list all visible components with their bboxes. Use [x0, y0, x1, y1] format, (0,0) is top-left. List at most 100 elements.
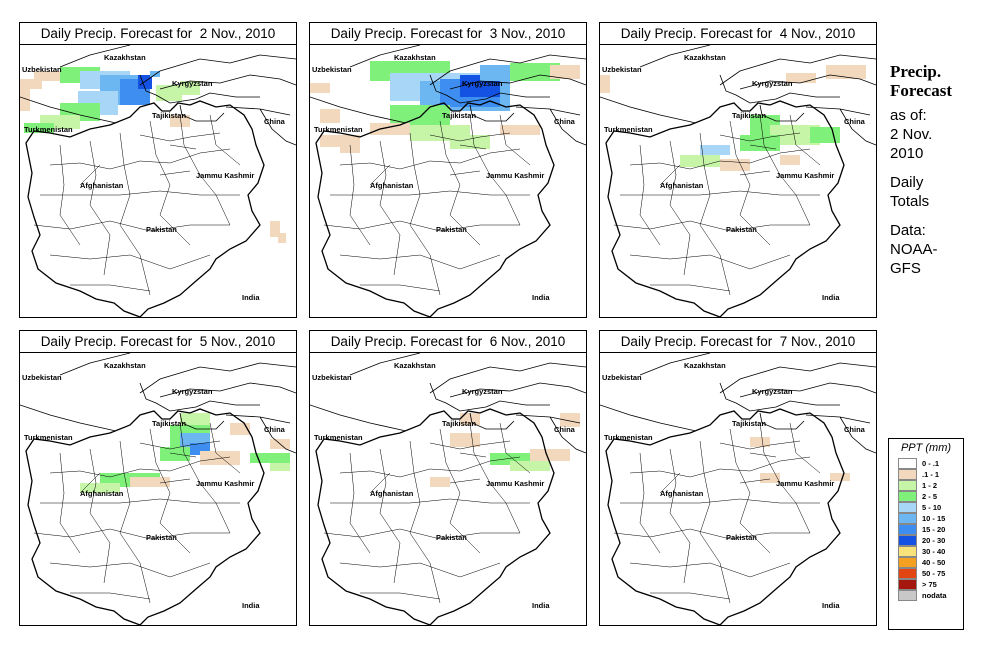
map-label-jammu_kashmir: Jammu Kashmir — [776, 171, 834, 180]
precip-layer — [430, 413, 580, 487]
northern-borders — [600, 45, 876, 146]
legend-swatch — [898, 458, 917, 469]
legend-swatch — [898, 546, 917, 557]
map-label-afghanistan: Afghanistan — [80, 181, 124, 190]
map-label-afghanistan: Afghanistan — [370, 489, 414, 498]
legend-label: 10 - 15 — [922, 514, 946, 523]
map-panel-nov7: Daily Precip. Forecast for 7 Nov., 2010 … — [599, 330, 877, 626]
map-label-china: China — [554, 117, 576, 126]
legend-label: 2 - 5 — [922, 492, 938, 501]
map-label-india: India — [532, 293, 550, 302]
map-label-uzbekistan: Uzbekistan — [22, 65, 62, 74]
map-label-afghanistan: Afghanistan — [80, 489, 124, 498]
map-label-kazakhstan: Kazakhstan — [394, 53, 436, 62]
map-label-kazakhstan: Kazakhstan — [684, 361, 726, 370]
precip-cell — [250, 453, 290, 463]
precip-cell — [680, 155, 720, 167]
legend-swatch — [898, 524, 917, 535]
ppt-legend: PPT (mm) 0 - .1 .1 - 1 1 - 2 2 - 5 5 - 10 10 … — [888, 438, 964, 630]
panel-title: Daily Precip. Forecast for 4 Nov., 2010 — [600, 23, 876, 45]
legend-label: 5 - 10 — [922, 503, 942, 512]
precip-cell — [786, 73, 816, 83]
precip-cell — [180, 413, 210, 427]
legend-label: 15 - 20 — [922, 525, 946, 534]
precip-cell — [320, 109, 340, 123]
precip-cell — [138, 75, 152, 89]
legend-label: > 75 — [922, 580, 937, 589]
map-label-china: China — [844, 425, 866, 434]
northern-borders — [600, 353, 876, 454]
precip-map: Kazakhstan Uzbekistan Kyrgyzstan Tajikistan… — [600, 353, 876, 625]
precip-cell — [600, 75, 610, 93]
legend-label: 40 - 50 — [922, 558, 946, 567]
map-label-pakistan: Pakistan — [146, 533, 177, 542]
sidebar-title-line2: Forecast — [890, 81, 952, 100]
precip-cell — [170, 115, 190, 127]
northern-borders — [20, 45, 296, 146]
map-label-kazakhstan: Kazakhstan — [104, 53, 146, 62]
province-borders — [613, 422, 821, 604]
precip-cell — [278, 233, 286, 243]
country-border — [25, 100, 265, 317]
northern-borders — [310, 353, 586, 454]
precip-cell — [390, 105, 450, 125]
panel-title: Daily Precip. Forecast for 3 Nov., 2010 — [310, 23, 586, 45]
precip-cell — [750, 437, 770, 447]
province-borders — [33, 114, 241, 296]
precip-map: Kazakhstan Uzbekistan Kyrgyzstan Tajikistan… — [600, 45, 876, 317]
precip-layer — [600, 65, 866, 171]
map-label-kazakhstan: Kazakhstan — [684, 53, 726, 62]
map-label-tajikistan: Tajikistan — [442, 419, 476, 428]
legend-label: 0 - .1 — [922, 459, 940, 468]
legend-swatch — [898, 513, 917, 524]
precip-map: Kazakhstan Uzbekistan Kyrgyzstan Tajikistan… — [310, 353, 586, 625]
map-label-turkmenistan: Turkmenistan — [604, 125, 653, 134]
precip-cell — [700, 145, 730, 155]
precip-cell — [24, 123, 54, 133]
map-label-china: China — [844, 117, 866, 126]
precip-cell — [270, 463, 290, 471]
map-label-jammu_kashmir: Jammu Kashmir — [196, 171, 254, 180]
country-border — [605, 408, 845, 625]
precip-cell — [450, 135, 490, 149]
legend-swatch — [898, 535, 917, 546]
legend-item: 20 - 30 — [898, 535, 963, 546]
map-label-turkmenistan: Turkmenistan — [314, 433, 363, 442]
precip-cell — [510, 461, 550, 471]
precip-cell — [180, 81, 200, 95]
legend-item: 10 - 15 — [898, 513, 963, 524]
panel-title: Daily Precip. Forecast for 7 Nov., 2010 — [600, 331, 876, 353]
source-line3: GFS — [890, 260, 921, 277]
sidebar-title-line1: Precip. — [890, 62, 942, 81]
map-label-tajikistan: Tajikistan — [152, 419, 186, 428]
legend-swatch — [898, 557, 917, 568]
map-label-china: China — [554, 425, 576, 434]
country-border — [315, 100, 555, 317]
precip-cell — [770, 125, 820, 145]
precip-cell — [720, 159, 750, 171]
legend-item: 15 - 20 — [898, 524, 963, 535]
map-label-turkmenistan: Turkmenistan — [24, 125, 73, 134]
precip-layer — [20, 67, 286, 243]
precip-layer — [310, 61, 580, 153]
map-label-jammu_kashmir: Jammu Kashmir — [196, 479, 254, 488]
map-label-turkmenistan: Turkmenistan — [604, 433, 653, 442]
map-label-pakistan: Pakistan — [436, 533, 467, 542]
province-borders — [33, 422, 241, 604]
map-label-kazakhstan: Kazakhstan — [104, 361, 146, 370]
legend-item: 40 - 50 — [898, 557, 963, 568]
map-label-kyrgyzstan: Kyrgyzstan — [172, 79, 213, 88]
map-label-kyrgyzstan: Kyrgyzstan — [462, 387, 503, 396]
precip-cell — [34, 71, 62, 81]
map-label-afghanistan: Afghanistan — [370, 181, 414, 190]
precip-cell — [450, 433, 480, 447]
legend-item: .1 - 1 — [898, 469, 963, 480]
totals-line2: Totals — [890, 193, 930, 210]
precip-cell — [510, 63, 560, 81]
map-label-jammu_kashmir: Jammu Kashmir — [776, 479, 834, 488]
map-label-uzbekistan: Uzbekistan — [22, 373, 62, 382]
totals-line1: Daily — [890, 174, 924, 191]
map-label-uzbekistan: Uzbekistan — [312, 65, 352, 74]
map-label-afghanistan: Afghanistan — [660, 489, 704, 498]
legend-swatch — [898, 579, 917, 590]
